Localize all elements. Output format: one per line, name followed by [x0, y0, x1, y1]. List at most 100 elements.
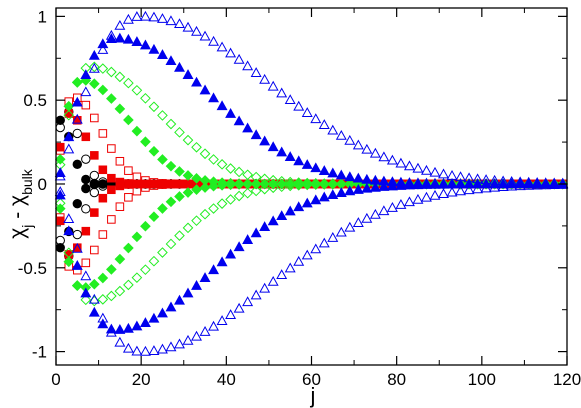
data-point — [123, 242, 134, 254]
data-point — [548, 177, 560, 188]
data-point — [463, 178, 475, 190]
data-point — [63, 213, 75, 224]
data-point — [191, 173, 202, 184]
data-point — [267, 182, 279, 194]
data-point — [318, 119, 330, 129]
data-point — [310, 179, 322, 190]
data-point — [63, 109, 75, 121]
data-point — [301, 197, 313, 208]
data-point — [139, 10, 151, 21]
data-point — [318, 237, 330, 248]
data-point — [97, 312, 109, 323]
data-point — [199, 30, 211, 41]
data-point — [98, 129, 108, 138]
data-point — [106, 66, 117, 78]
data-point — [191, 76, 202, 87]
x-tick-label: 80 — [387, 370, 406, 389]
data-point — [140, 264, 151, 275]
data-point — [157, 203, 168, 214]
data-point — [514, 180, 526, 191]
data-point — [157, 247, 168, 258]
data-point — [166, 179, 176, 189]
data-point — [250, 178, 262, 190]
data-point — [55, 142, 65, 152]
data-point — [131, 272, 143, 283]
data-point — [472, 183, 484, 194]
data-point — [233, 115, 245, 126]
y-tick-label: 1 — [38, 7, 47, 26]
data-point — [107, 173, 116, 183]
data-point — [54, 153, 66, 165]
data-point — [54, 186, 66, 196]
data-point — [63, 256, 75, 268]
data-point — [139, 39, 151, 50]
data-point — [455, 185, 467, 196]
data-point — [131, 11, 143, 21]
data-point — [148, 211, 160, 223]
data-point — [191, 215, 202, 227]
data-point — [242, 234, 254, 244]
data-point — [165, 341, 177, 352]
data-point — [233, 302, 245, 313]
data-point — [71, 280, 83, 292]
data-point — [88, 293, 100, 304]
data-point — [361, 212, 373, 223]
data-point — [344, 221, 356, 232]
data-point — [327, 178, 339, 190]
data-point — [165, 160, 177, 172]
data-point — [233, 190, 245, 202]
data-point — [267, 215, 279, 226]
data-point — [233, 166, 245, 178]
data-point — [276, 146, 288, 157]
data-point — [403, 196, 415, 207]
data-point — [293, 100, 305, 111]
data-point — [250, 67, 262, 77]
data-point — [463, 184, 475, 195]
data-point — [54, 197, 66, 209]
data-point — [259, 135, 271, 146]
data-point — [81, 154, 91, 164]
data-point — [148, 43, 160, 54]
data-point — [89, 187, 100, 198]
data-point — [293, 155, 305, 166]
data-point — [107, 144, 116, 153]
data-point — [122, 13, 134, 24]
data-point — [463, 178, 475, 189]
data-point — [174, 230, 185, 241]
data-point — [344, 185, 356, 196]
data-point — [233, 179, 245, 190]
data-point — [216, 179, 228, 191]
data-point — [267, 275, 279, 286]
data-point — [131, 84, 143, 96]
data-point — [208, 264, 220, 275]
data-point — [216, 100, 228, 111]
data-point — [174, 18, 185, 29]
data-point — [310, 162, 322, 173]
data-point — [327, 231, 339, 242]
data-point — [71, 76, 83, 88]
data-point — [378, 181, 390, 191]
data-point — [318, 179, 330, 190]
data-point — [165, 55, 177, 66]
data-point — [361, 182, 373, 193]
data-point — [250, 227, 262, 238]
data-point — [174, 338, 185, 349]
data-point — [165, 238, 177, 250]
data-point — [80, 294, 92, 306]
data-point — [97, 63, 109, 74]
data-point — [506, 180, 518, 191]
data-point — [531, 179, 543, 190]
data-point — [386, 180, 398, 191]
data-point — [284, 94, 296, 105]
data-point — [327, 167, 339, 178]
data-point — [81, 258, 91, 268]
data-point — [89, 179, 100, 190]
data-point — [267, 174, 279, 186]
data-point — [191, 184, 202, 195]
data-point — [395, 179, 407, 190]
data-point — [208, 35, 220, 46]
data-point — [386, 201, 398, 212]
data-point — [98, 179, 108, 189]
data-point — [114, 336, 126, 347]
data-point — [438, 188, 449, 199]
